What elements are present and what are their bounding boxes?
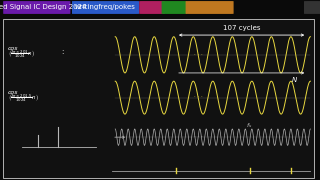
Text: :: : bbox=[61, 49, 63, 55]
Text: $\left(\frac{2\pi \times 201}{1024}n\right)$: $\left(\frac{2\pi \times 201}{1024}n\rig… bbox=[8, 48, 35, 60]
Text: Mixed Signal IC Design 2024: Mixed Signal IC Design 2024 bbox=[0, 4, 86, 10]
Text: · · ·: · · · bbox=[194, 51, 203, 57]
Text: writingfreq/pokes: writingfreq/pokes bbox=[75, 4, 136, 10]
Text: · · ·: · · · bbox=[194, 134, 203, 139]
Text: cos: cos bbox=[8, 46, 19, 51]
FancyBboxPatch shape bbox=[72, 1, 139, 14]
FancyBboxPatch shape bbox=[162, 1, 187, 14]
FancyBboxPatch shape bbox=[186, 1, 234, 14]
FancyBboxPatch shape bbox=[3, 19, 314, 178]
Text: cos: cos bbox=[8, 90, 19, 95]
Text: $\left(\frac{2\pi \times 201.5}{1024}n\right)$: $\left(\frac{2\pi \times 201.5}{1024}n\r… bbox=[8, 93, 39, 104]
FancyBboxPatch shape bbox=[139, 1, 165, 14]
Text: 107 cycles: 107 cycles bbox=[223, 26, 260, 32]
Text: $f_s$: $f_s$ bbox=[246, 121, 253, 130]
FancyBboxPatch shape bbox=[3, 1, 70, 14]
Text: · · ·: · · · bbox=[194, 94, 203, 99]
FancyBboxPatch shape bbox=[304, 1, 320, 14]
Text: N: N bbox=[292, 76, 297, 83]
